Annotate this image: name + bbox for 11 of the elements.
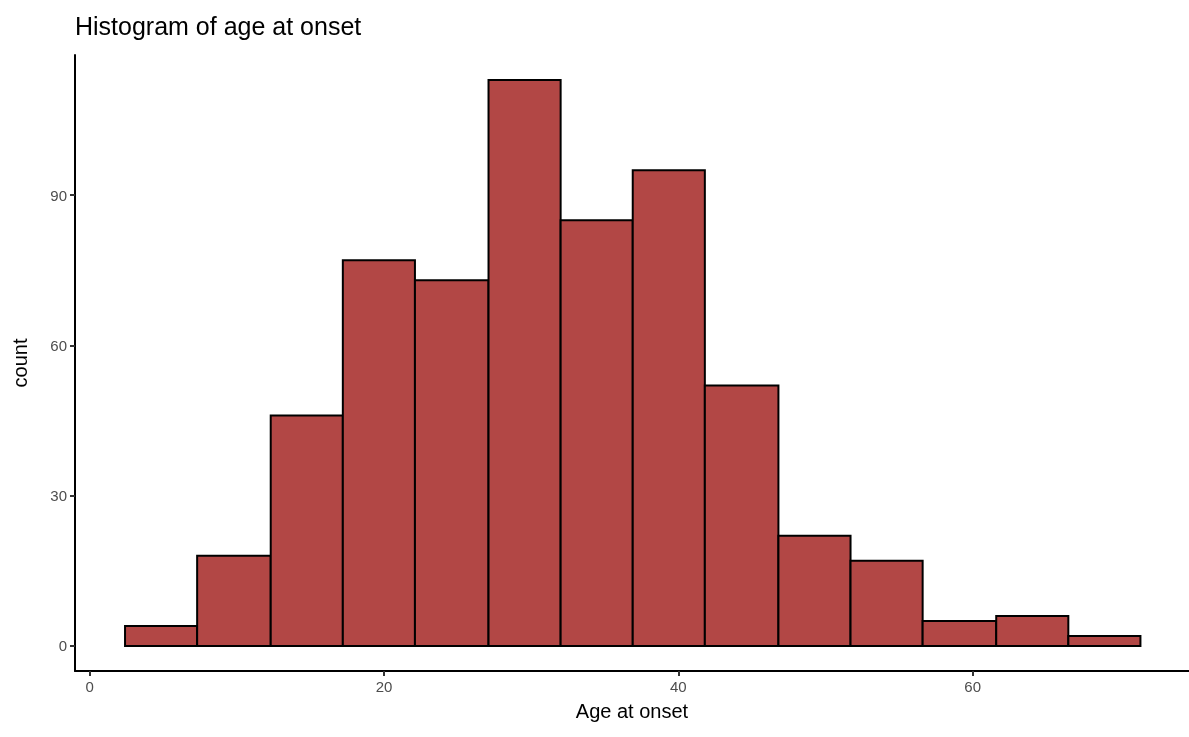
x-tick-label: 0 <box>85 678 94 695</box>
x-tick-label: 60 <box>964 678 982 695</box>
y-tick-label: 90 <box>50 186 67 204</box>
x-axis-title: Age at onset <box>575 700 689 722</box>
x-tick-label: 40 <box>670 678 687 695</box>
chart-title: Histogram of age at onset <box>75 11 362 40</box>
y-tick-label: 0 <box>58 637 67 655</box>
x-tick-label: 20 <box>375 678 393 695</box>
y-axis-title: count <box>9 338 31 388</box>
y-tick-label: 60 <box>50 336 67 354</box>
y-tick-label: 30 <box>50 487 67 505</box>
